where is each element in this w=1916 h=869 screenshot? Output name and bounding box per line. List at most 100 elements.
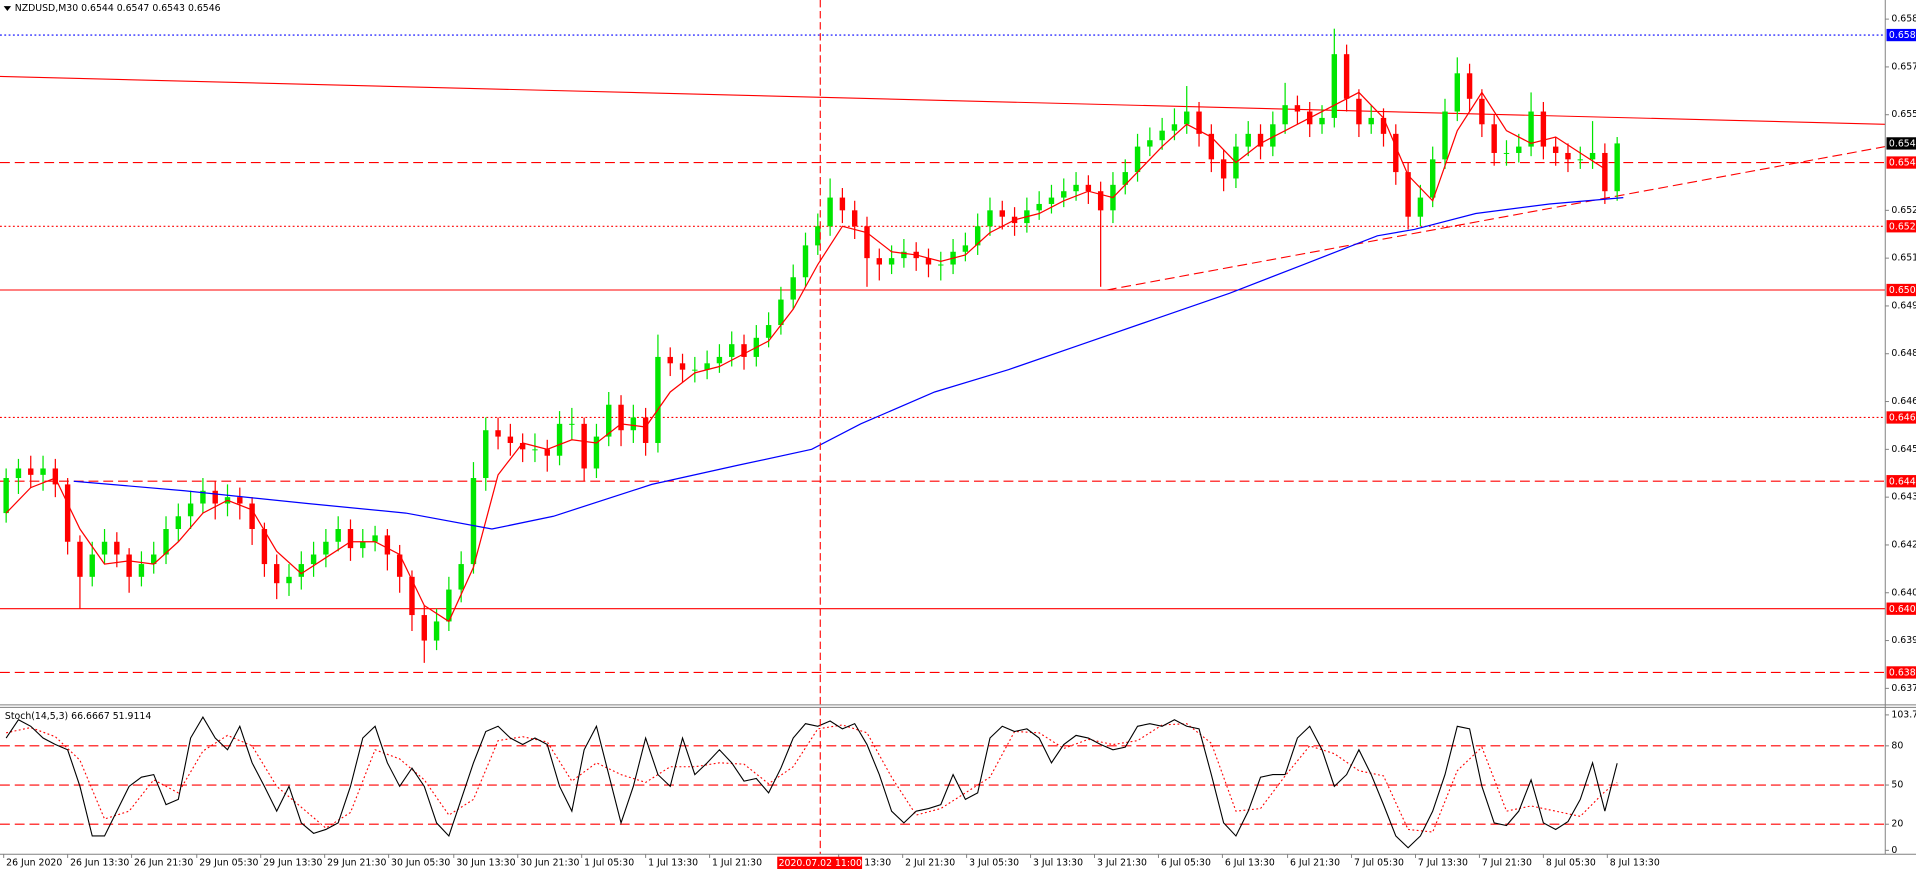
candle-body xyxy=(187,503,194,517)
candle-body xyxy=(1393,133,1399,173)
candle-body xyxy=(519,442,526,450)
candle-body xyxy=(40,468,46,475)
candle-body xyxy=(827,197,833,227)
menu-arrow[interactable] xyxy=(3,6,12,12)
level-label-bg xyxy=(1886,475,1916,488)
candle-body xyxy=(1196,111,1202,134)
y-tick-label: 0.6405 xyxy=(1891,587,1916,598)
x-tick-label: 3 Jul 13:30 xyxy=(1033,857,1083,868)
y-tick-label: 0.6375 xyxy=(1891,683,1916,694)
candle-body xyxy=(1429,159,1436,198)
candle-body xyxy=(815,226,821,246)
candle-body xyxy=(1097,191,1104,211)
y-tick-label: 80 xyxy=(1891,740,1903,751)
level-label-bg xyxy=(1886,28,1916,42)
candle-body xyxy=(1503,152,1510,154)
candle-body xyxy=(360,541,366,549)
crosshair-label-bg xyxy=(777,856,863,869)
candle-body xyxy=(1171,124,1178,131)
candle-body xyxy=(1405,172,1411,217)
candle-body xyxy=(1220,159,1227,179)
candle-body xyxy=(987,210,993,227)
candle-body xyxy=(15,468,22,479)
y-tick-label: 0.6435 xyxy=(1891,492,1916,503)
candle-body xyxy=(1380,117,1387,134)
candle-body xyxy=(200,490,206,504)
candle-body xyxy=(1454,73,1460,112)
x-tick-label: 8 Jul 13:30 xyxy=(1610,857,1660,868)
y-tick-label: 0.6465 xyxy=(1891,396,1916,407)
candle-body xyxy=(483,430,489,479)
candle-body xyxy=(1417,197,1424,217)
x-tick-label: 1 Jul 05:30 xyxy=(584,857,634,868)
x-tick-label: 2 Jul 21:30 xyxy=(905,857,955,868)
x-tick-label: 8 Jul 05:30 xyxy=(1546,857,1596,868)
candle-body xyxy=(1442,111,1448,160)
candle-body xyxy=(1085,184,1092,192)
candle-body xyxy=(1331,54,1338,118)
candle-body xyxy=(3,478,9,514)
candle-body xyxy=(323,541,329,555)
candle-body xyxy=(1159,130,1165,141)
last-price-label: 0.6546 xyxy=(1886,137,1916,150)
y-tick-label: 0.6480 xyxy=(1891,348,1916,359)
level-label-bg xyxy=(1886,220,1916,233)
candle-body xyxy=(298,564,305,577)
candle-body xyxy=(888,258,895,265)
y-tick-label: 50 xyxy=(1891,780,1903,791)
candle-body xyxy=(310,554,317,565)
x-tick-label: 7 Jul 21:30 xyxy=(1482,857,1532,868)
candle-body xyxy=(1184,111,1190,125)
x-tick-label: 6 Jul 13:30 xyxy=(1225,857,1275,868)
x-tick-label: 29 Jun 21:30 xyxy=(327,857,386,868)
level-label-bg xyxy=(1886,283,1916,297)
candle-body xyxy=(655,356,661,443)
candle-body xyxy=(1516,146,1522,153)
candle-body xyxy=(175,516,182,530)
candle-body xyxy=(901,251,907,259)
candle-body xyxy=(1294,105,1301,112)
y-tick-label: 0.6585 xyxy=(1891,14,1916,25)
candle-body xyxy=(618,404,624,431)
candle-body xyxy=(667,356,673,364)
candle-body xyxy=(28,468,34,475)
moving-average xyxy=(73,196,1624,530)
x-tick-label: 3 Jul 21:30 xyxy=(1097,857,1147,868)
level-label-bg xyxy=(1886,602,1916,615)
candle-body xyxy=(138,564,145,577)
candle-body xyxy=(347,529,354,549)
crosshair-label-text: 2020.07.02 11:00 xyxy=(779,858,862,869)
candle-body xyxy=(716,356,723,364)
y-tick-label: 0.6555 xyxy=(1891,109,1916,120)
candle-body xyxy=(1479,98,1485,125)
candle-body xyxy=(507,436,514,443)
chart-title: NZDUSD,M30 0.6544 0.6547 0.6543 0.6546 xyxy=(15,3,221,14)
x-tick-label: 1 Jul 21:30 xyxy=(712,857,762,868)
y-tick-label: 20 xyxy=(1891,819,1903,830)
candle-body xyxy=(77,541,83,577)
moving-average xyxy=(5,91,1606,623)
candle-body xyxy=(802,245,809,278)
candle-body xyxy=(864,226,870,259)
candle-body xyxy=(1565,152,1571,160)
candle-body xyxy=(237,497,243,504)
x-tick-label: 3 Jul 05:30 xyxy=(969,857,1019,868)
candle-body xyxy=(1368,117,1374,125)
last-price-bg xyxy=(1886,137,1916,150)
candle-body xyxy=(421,615,427,641)
candle-body xyxy=(630,417,637,431)
candle-body xyxy=(606,404,612,437)
indicator-title: Stoch(14,5,3) 66.6667 51.9114 xyxy=(5,711,151,722)
candle-body xyxy=(163,529,169,555)
candle-body xyxy=(876,258,882,265)
candle-body xyxy=(593,436,600,469)
